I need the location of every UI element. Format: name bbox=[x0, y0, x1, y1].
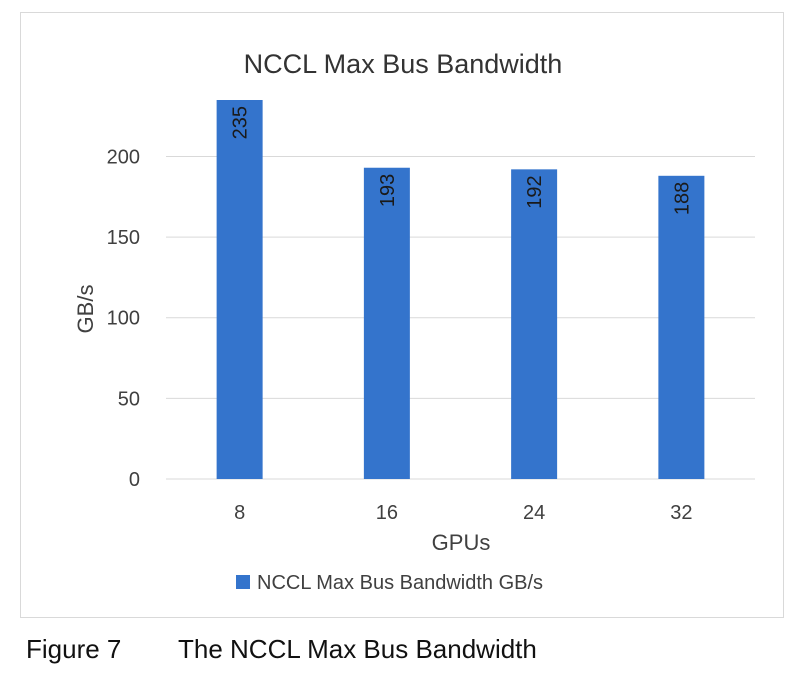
x-tick-label: 32 bbox=[670, 502, 692, 524]
y-tick-label: 0 bbox=[129, 469, 140, 491]
bar-24 bbox=[511, 169, 558, 479]
x-tick-label: 8 bbox=[234, 502, 245, 524]
caption-text: The NCCL Max Bus Bandwidth bbox=[178, 634, 537, 664]
y-tick-label: 200 bbox=[107, 146, 140, 168]
chart-title: NCCL Max Bus Bandwidth bbox=[244, 49, 563, 79]
gridlines bbox=[166, 155, 755, 480]
data-label: 188 bbox=[671, 182, 693, 215]
bar-8 bbox=[216, 100, 263, 479]
bar-16 bbox=[363, 167, 410, 479]
data-label: 193 bbox=[377, 174, 399, 207]
x-axis-ticks: 8 16 24 32 bbox=[234, 502, 692, 524]
figure-caption: Figure 7 The NCCL Max Bus Bandwidth bbox=[26, 634, 537, 665]
y-axis-label: GB/s bbox=[73, 285, 98, 334]
y-axis-ticks: 0 50 100 150 200 bbox=[107, 146, 140, 491]
legend-label: NCCL Max Bus Bandwidth GB/s bbox=[257, 572, 543, 594]
x-axis-label: GPUs bbox=[432, 530, 491, 555]
y-tick-label: 100 bbox=[107, 308, 140, 330]
legend-swatch bbox=[236, 575, 250, 589]
y-tick-label: 50 bbox=[118, 388, 140, 410]
caption-label: Figure 7 bbox=[26, 634, 122, 664]
x-tick-label: 24 bbox=[523, 502, 545, 524]
bars: 235 193 192 188 bbox=[216, 100, 705, 480]
bar-32 bbox=[658, 175, 705, 480]
bar-chart: 0 50 100 150 200 235 193 192 188 8 16 24 32 NCCL M… bbox=[73, 49, 755, 594]
data-label: 235 bbox=[230, 106, 252, 139]
chart-frame: 0 50 100 150 200 235 193 192 188 8 16 24 32 NCCL M… bbox=[20, 12, 784, 618]
y-tick-label: 150 bbox=[107, 227, 140, 249]
legend: NCCL Max Bus Bandwidth GB/s bbox=[236, 572, 543, 594]
x-tick-label: 16 bbox=[376, 502, 398, 524]
data-label: 192 bbox=[524, 175, 546, 208]
